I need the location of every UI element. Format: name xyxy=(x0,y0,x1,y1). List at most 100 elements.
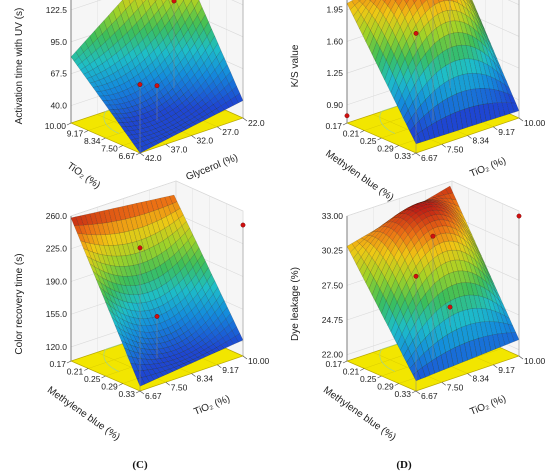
z-tick-label: 122.5 xyxy=(46,5,68,15)
z-axis-title: K/S value xyxy=(290,44,301,87)
right-axis-tick-label: 9.17 xyxy=(222,365,239,375)
design-point xyxy=(137,82,143,87)
left-axis-tick xyxy=(377,375,382,379)
right-axis-tick-label: 27.0 xyxy=(222,127,239,137)
right-axis-tick-label: 42.0 xyxy=(145,153,162,163)
left-axis-title: Methylen blue (%) xyxy=(323,148,395,203)
left-axis-tick xyxy=(411,390,417,394)
z-tick-label: 40.0 xyxy=(50,101,67,111)
left-axis-title: Methylene blue (%) xyxy=(321,385,398,443)
right-axis-tick xyxy=(493,364,498,368)
response-surface xyxy=(346,0,520,145)
z-gridline xyxy=(346,180,520,217)
left-axis-tick-label: 0.17 xyxy=(49,359,66,369)
z-tick-label: 120.0 xyxy=(46,342,68,352)
right-axis-tick-label: 22.0 xyxy=(248,118,265,128)
right-axis-tick-label: 10.00 xyxy=(524,118,546,128)
right-axis-tick xyxy=(441,144,446,148)
left-axis-tick xyxy=(66,360,72,364)
left-axis-tick xyxy=(135,152,141,156)
z-tick-label: 225.0 xyxy=(46,244,68,254)
right-axis-title: Glycerol (%) xyxy=(184,152,239,183)
left-axis-tick xyxy=(101,375,106,379)
design-point xyxy=(344,113,350,119)
z-tick-label: 33.00 xyxy=(322,211,344,221)
z-tick-label: 0.90 xyxy=(326,100,343,110)
z-tick-label: 260.0 xyxy=(46,211,68,221)
right-axis-title: TiO₂ (%) xyxy=(192,393,231,417)
z-axis-title: Dye leakage (%) xyxy=(290,267,301,341)
right-axis-tick-label: 8.34 xyxy=(197,374,214,384)
left-axis-tick-label: 0.33 xyxy=(118,389,135,399)
left-axis-tick xyxy=(411,152,417,156)
left-axis-tick-label: 0.29 xyxy=(377,382,394,392)
left-axis-tick-label: 0.29 xyxy=(377,144,394,154)
right-axis-tick xyxy=(217,126,222,130)
right-axis-tick xyxy=(467,373,472,377)
right-axis-tick-label: 6.67 xyxy=(421,391,438,401)
z-tick-label: 1.95 xyxy=(326,5,343,15)
left-axis-tick xyxy=(84,130,89,133)
left-axis-tick xyxy=(118,145,123,148)
panel-label: (D) xyxy=(396,459,412,471)
left-axis-tick-label: 0.17 xyxy=(325,121,342,131)
left-axis-tick-label: 10.00 xyxy=(45,121,67,131)
left-axis-tick xyxy=(360,368,365,371)
right-axis-tick xyxy=(415,152,421,157)
right-axis-tick-label: 10.00 xyxy=(524,356,546,366)
right-axis-tick xyxy=(242,117,248,122)
design-point xyxy=(171,0,177,4)
z-tick-label: 1.25 xyxy=(326,68,343,78)
left-axis-tick xyxy=(377,137,382,141)
left-axis-tick xyxy=(342,122,348,126)
z-gridline xyxy=(70,180,244,217)
left-axis-title: Methylene blue (%) xyxy=(45,385,122,443)
z-tick-label: 67.5 xyxy=(50,69,67,79)
z-axis-title: Color recovery time (s) xyxy=(14,253,25,354)
left-axis-tick-label: 0.25 xyxy=(360,136,377,146)
design-point xyxy=(137,245,143,251)
right-axis-title: TiO₂ (%) xyxy=(468,155,507,179)
right-axis-tick xyxy=(441,382,446,386)
z-tick-label: 95.0 xyxy=(50,37,67,47)
left-axis-tick-label: 0.33 xyxy=(394,151,411,161)
left-axis-tick xyxy=(135,390,141,394)
right-axis-tick xyxy=(191,135,196,139)
left-axis-tick-label: 0.25 xyxy=(360,374,377,384)
left-axis-title: TiO₂ (%) xyxy=(65,161,102,192)
left-axis-tick xyxy=(394,145,399,148)
right-axis-tick xyxy=(191,373,196,377)
right-axis-tick-label: 8.34 xyxy=(473,374,490,384)
left-axis-tick xyxy=(84,368,89,371)
right-axis-tick xyxy=(165,144,170,148)
right-axis-tick-label: 7.50 xyxy=(447,144,464,154)
right-axis-tick xyxy=(415,390,421,395)
right-axis-tick xyxy=(518,117,524,122)
right-axis-tick-label: 7.50 xyxy=(171,382,188,392)
right-axis-tick-label: 7.50 xyxy=(447,382,464,392)
right-axis-title: TiO₂ (%) xyxy=(468,393,507,417)
z-tick-label: 190.0 xyxy=(46,276,68,286)
left-axis-tick-label: 0.21 xyxy=(343,367,360,377)
z-tick-label: 24.75 xyxy=(322,315,344,325)
right-axis-tick-label: 8.34 xyxy=(473,136,490,146)
left-axis-tick-label: 0.33 xyxy=(394,389,411,399)
left-axis-tick xyxy=(66,122,72,126)
design-point xyxy=(516,213,522,219)
design-point xyxy=(154,83,160,89)
design-point xyxy=(240,222,246,228)
chart-panel-4: 22.00 24.75 27.50 30.25 33.00 0.330.290.250.2… xyxy=(290,180,546,443)
design-point xyxy=(154,314,160,319)
z-axis-title: Activation time with UV (s) xyxy=(14,8,25,125)
chart-panel-2: 0.901.251.601.952.300.330.290.250.210.17… xyxy=(290,0,546,204)
left-axis-tick-label: 7.50 xyxy=(101,144,118,154)
left-axis-tick-label: 6.67 xyxy=(118,151,135,161)
z-tick-label: 27.50 xyxy=(322,280,344,290)
chart-panel-3: 120.0 155.0 190.0 225.0 260.0 0.330.290.250.2… xyxy=(14,180,270,443)
z-tick-label: 30.25 xyxy=(322,246,344,256)
left-axis-tick-label: 0.25 xyxy=(84,374,101,384)
chart-panel-1: 40.067.595.0122.5150.06.677.508.349.1710… xyxy=(14,0,265,191)
left-axis-tick-label: 0.29 xyxy=(101,382,118,392)
design-point xyxy=(430,233,436,239)
z-tick-label: 22.00 xyxy=(322,350,344,360)
